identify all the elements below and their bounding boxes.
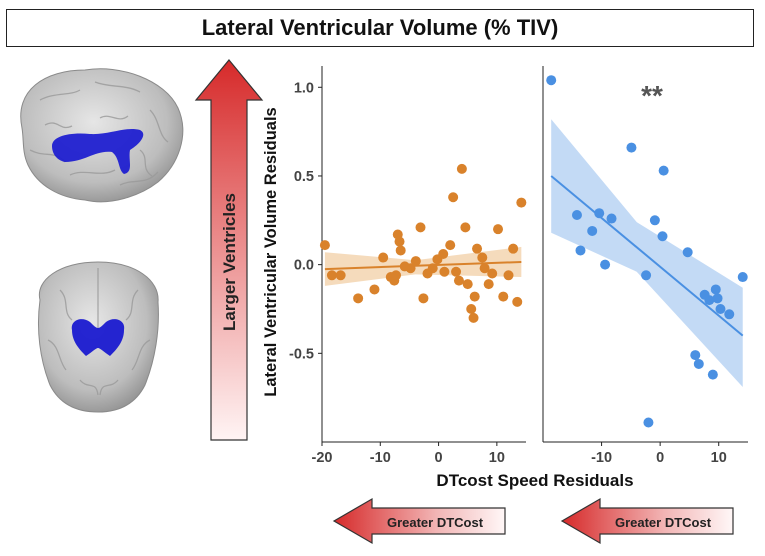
significance-annotation: ** xyxy=(641,80,663,111)
data-point xyxy=(405,263,416,274)
data-point xyxy=(690,350,701,361)
x-tick-label: -10 xyxy=(591,450,612,466)
panel-right-axes xyxy=(542,66,748,443)
x-tick-label: -20 xyxy=(312,450,333,466)
greater-dtcost-arrow-right: Greater DTCost xyxy=(560,497,734,545)
data-point xyxy=(707,369,718,380)
data-point xyxy=(606,213,617,224)
data-point xyxy=(395,245,406,256)
data-point xyxy=(575,245,586,256)
data-point xyxy=(369,284,380,295)
y-tick-label: 1.0 xyxy=(294,80,314,96)
data-point xyxy=(438,249,449,259)
right-plot-area xyxy=(546,75,748,428)
data-point xyxy=(712,293,723,304)
data-point xyxy=(641,270,652,281)
ventricle-coronal xyxy=(71,319,125,356)
greater-dtcost-label-right: Greater DTCost xyxy=(615,515,712,530)
data-point xyxy=(335,270,346,281)
data-point xyxy=(516,197,527,208)
data-point xyxy=(378,252,389,263)
data-point xyxy=(487,268,498,279)
larger-ventricles-label: Larger Ventricles xyxy=(220,193,239,331)
data-point xyxy=(658,165,669,176)
y-tick-label: 0.0 xyxy=(294,258,314,274)
data-point xyxy=(594,208,605,219)
x-tick-label: 10 xyxy=(711,450,727,466)
ventricle-sagittal xyxy=(52,128,144,174)
data-point xyxy=(460,222,471,233)
data-point xyxy=(649,215,660,226)
data-point xyxy=(737,272,748,283)
data-point xyxy=(439,266,450,277)
data-point xyxy=(724,309,735,320)
data-point xyxy=(508,243,519,254)
confidence-band xyxy=(551,119,743,388)
data-point xyxy=(587,225,598,236)
larger-ventricles-arrow: Larger Ventricles xyxy=(194,59,264,441)
regression-line xyxy=(550,175,744,337)
greater-dtcost-arrow-left: Greater DTCost xyxy=(332,497,506,545)
data-point xyxy=(326,270,337,281)
data-point xyxy=(643,417,654,428)
data-point xyxy=(704,295,715,306)
data-point xyxy=(626,142,637,153)
data-point xyxy=(600,259,611,270)
y-tick-label: 0.5 xyxy=(294,169,314,185)
data-point xyxy=(469,291,480,302)
data-point xyxy=(493,224,504,235)
data-point xyxy=(418,293,429,304)
data-point xyxy=(462,279,473,290)
data-point xyxy=(546,75,557,86)
data-point xyxy=(391,270,402,281)
x-tick-label: 10 xyxy=(489,450,505,466)
data-point xyxy=(451,266,462,277)
data-point xyxy=(427,263,438,274)
data-point xyxy=(468,312,479,323)
data-point xyxy=(319,240,330,251)
sagittal-brain-image xyxy=(20,68,184,203)
data-point xyxy=(410,256,421,267)
data-point xyxy=(571,209,582,220)
greater-dtcost-label-left: Greater DTCost xyxy=(387,515,484,530)
y-tick-label: -0.5 xyxy=(289,346,314,362)
regression-line xyxy=(324,260,522,271)
chart-title: Lateral Ventricular Volume (% TIV) xyxy=(6,9,754,47)
data-point xyxy=(453,275,464,286)
coronal-brain-image xyxy=(38,261,159,413)
data-point xyxy=(512,296,523,307)
data-point xyxy=(503,270,514,281)
data-point xyxy=(477,252,488,263)
data-point xyxy=(466,303,477,314)
x-axis-label: DTcost Speed Residuals xyxy=(436,471,633,490)
data-point xyxy=(394,236,405,247)
data-point xyxy=(448,192,459,203)
x-tick-label: 0 xyxy=(656,450,664,466)
data-point xyxy=(693,358,704,369)
data-point xyxy=(657,231,668,242)
y-axis-label: Lateral Ventricular Volume Residuals xyxy=(262,107,280,396)
data-point xyxy=(710,284,721,295)
data-point xyxy=(445,240,456,251)
x-tick-label: -10 xyxy=(370,450,391,466)
data-point xyxy=(472,243,483,254)
left-plot-area xyxy=(319,163,527,323)
data-point xyxy=(415,222,426,233)
axis-ticks: -20 -10 0 10 -0.5 0.0 0.5 1.0 -10 0 10 xyxy=(289,80,727,466)
data-point xyxy=(353,293,364,304)
data-point xyxy=(682,247,693,258)
data-point xyxy=(498,291,509,302)
data-point xyxy=(483,279,494,290)
data-point xyxy=(479,263,490,274)
x-tick-label: 0 xyxy=(435,450,443,466)
panel-left-axes xyxy=(321,66,526,443)
data-point xyxy=(715,303,726,314)
data-point xyxy=(456,163,467,174)
